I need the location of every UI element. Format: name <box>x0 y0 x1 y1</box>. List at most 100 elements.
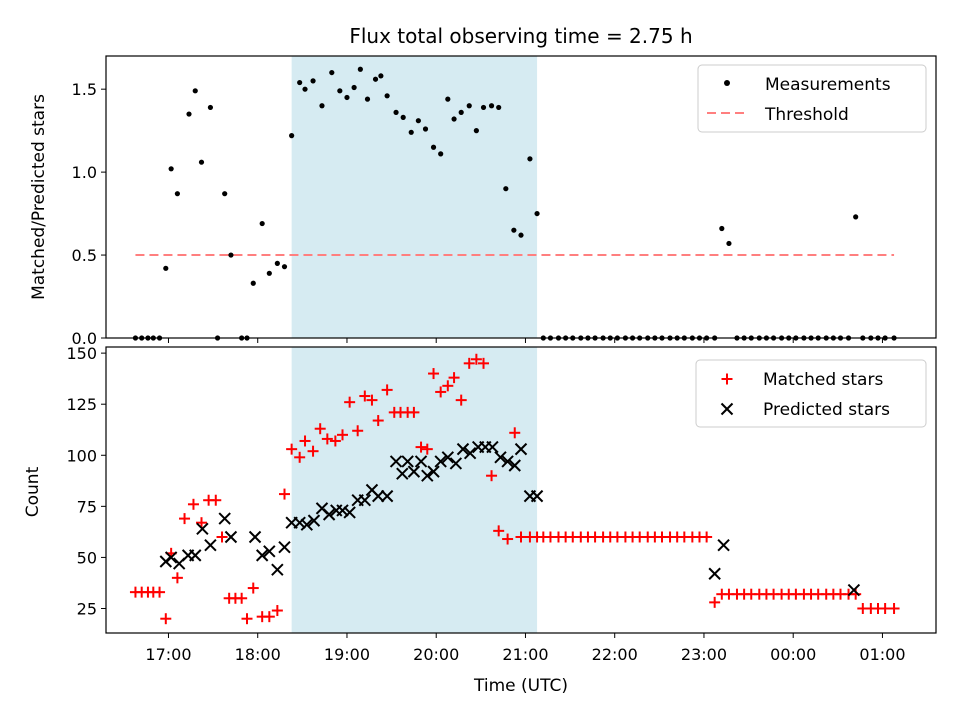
measurement-point <box>719 225 725 232</box>
measurement-point <box>337 88 343 94</box>
measurement-point <box>259 220 265 227</box>
measurement-point <box>473 128 479 134</box>
measurement-point <box>222 191 228 197</box>
predicted-star-point <box>717 538 730 552</box>
bottom-y-tick-label: 50 <box>77 548 97 567</box>
x-tick-label: 21:00 <box>502 645 548 664</box>
predicted-star-points <box>159 440 861 597</box>
top-y-tick-label: 0.0 <box>72 329 97 348</box>
measurement-point <box>310 78 316 84</box>
matched-star-point <box>263 611 275 623</box>
matched-star-point <box>247 582 259 594</box>
top-y-tick-label: 1.0 <box>72 163 97 182</box>
predicted-star-point <box>263 545 276 558</box>
measurement-point <box>289 133 295 139</box>
top-x-ticks <box>167 338 883 343</box>
matched-star-point <box>271 605 283 617</box>
x-axis-label: Time (UTC) <box>473 676 568 696</box>
matched-star-point <box>709 596 721 608</box>
predicted-star-point <box>401 455 414 468</box>
measurement-point <box>430 144 437 150</box>
matched-star-point <box>408 406 420 418</box>
matched-star-point <box>241 613 253 625</box>
legend-x-marker <box>720 402 734 416</box>
predicted-star-point <box>204 538 217 552</box>
measurement-point <box>393 109 399 115</box>
top-y-tick-label: 0.5 <box>72 246 97 265</box>
top-y-axis-label: Matched/Predicted stars <box>29 94 49 300</box>
measurement-point <box>319 103 325 109</box>
measurement-point <box>274 260 280 266</box>
bottom-y-tick-label: 150 <box>66 344 97 363</box>
measurement-point <box>378 73 384 79</box>
predicted-star-point <box>189 549 202 562</box>
matched-star-point <box>463 357 475 369</box>
observing-span-bottom <box>291 347 538 633</box>
predicted-star-point <box>414 455 428 468</box>
predicted-star-point <box>358 494 372 507</box>
predicted-star-point <box>322 508 336 521</box>
measurement-point <box>357 66 363 72</box>
x-tick-label: 17:00 <box>145 645 191 664</box>
matched-star-point <box>366 394 378 406</box>
x-tick-label: 00:00 <box>770 645 816 664</box>
legend-matched-label: Matched stars <box>763 370 883 390</box>
matched-star-point <box>435 386 447 398</box>
predicted-star-point <box>293 516 306 529</box>
measurement-point <box>518 232 524 238</box>
matched-star-point <box>216 531 228 543</box>
predicted-star-point <box>847 583 861 597</box>
matched-star-point <box>502 533 514 545</box>
matched-star-point <box>171 572 183 584</box>
matched-star-point <box>187 498 199 510</box>
measurement-point <box>480 104 487 111</box>
matched-star-point <box>286 443 298 455</box>
count-panel: 25 50 75 100 125 150 17:00 18:00 19:00 20:00 21:0… <box>23 344 937 696</box>
predicted-star-point <box>427 465 440 478</box>
measurement-point <box>438 151 444 157</box>
predicted-star-point <box>248 530 262 544</box>
measurement-point <box>466 103 472 109</box>
bottom-y-axis-label: Count <box>23 466 43 517</box>
measurement-point <box>853 214 859 220</box>
bottom-y-tick-label: 25 <box>77 599 97 618</box>
measurement-point <box>281 264 288 270</box>
ratio-panel: 0.0 0.5 1.0 1.5 Matched/Predicted stars Mea… <box>29 55 937 348</box>
x-tick-label: 19:00 <box>324 645 370 664</box>
measurement-point <box>503 186 509 192</box>
measurement-point <box>534 210 540 217</box>
measurement-point <box>451 116 457 122</box>
chart-title: Flux total observing time = 2.75 h <box>349 24 692 48</box>
matched-star-point <box>455 394 467 406</box>
matched-star-point <box>442 380 454 392</box>
measurement-point <box>400 114 406 120</box>
measurement-point <box>445 96 451 102</box>
measurement-point <box>364 96 371 102</box>
matched-star-point <box>314 423 326 435</box>
predicted-star-point <box>255 549 269 562</box>
matched-star-point <box>478 357 490 369</box>
matched-star-point <box>236 592 248 604</box>
predicted-star-point <box>380 489 394 503</box>
x-tick-label: 20:00 <box>413 645 459 664</box>
matched-star-point <box>278 488 290 500</box>
legend-predicted-label: Predicted stars <box>763 400 890 420</box>
predicted-star-point <box>343 506 356 519</box>
predicted-star-point <box>530 489 544 503</box>
measurement-point <box>344 94 350 101</box>
measurement-point <box>726 240 732 247</box>
matched-star-point <box>154 586 166 598</box>
matched-star-point <box>381 384 393 396</box>
matched-star-point <box>329 435 341 447</box>
legend-matched-marker <box>721 373 733 385</box>
count-panel-frame <box>105 346 937 634</box>
predicted-star-point <box>336 504 349 517</box>
top-y-ticks: 0.0 0.5 1.0 1.5 <box>72 80 106 348</box>
bottom-x-ticks: 17:00 18:00 19:00 20:00 21:00 22:00 23:00 00:00… <box>145 633 906 664</box>
measurement-point <box>329 69 335 76</box>
observing-span-top <box>291 56 538 338</box>
x-tick-label: 18:00 <box>235 645 281 664</box>
measurement-point <box>250 280 256 286</box>
matched-star-point <box>421 443 433 455</box>
